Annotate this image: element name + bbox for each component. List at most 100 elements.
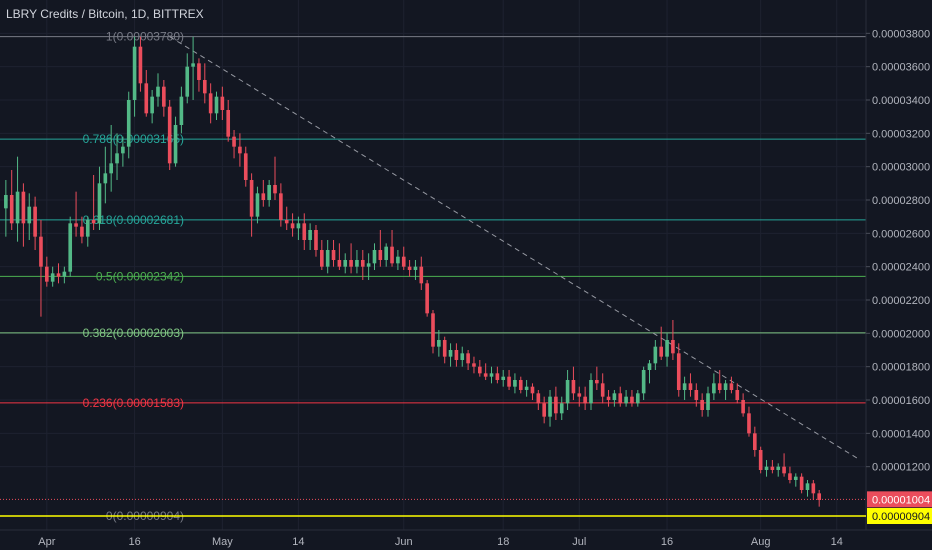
candle-up (68, 223, 73, 272)
candle-up (372, 250, 377, 264)
price-tick-label: 0.00003200 (872, 128, 930, 140)
candle-down (320, 250, 324, 267)
candle-down (442, 340, 447, 357)
candle-down (518, 380, 523, 390)
candle-down (249, 180, 254, 217)
candle-up (647, 363, 652, 370)
price-tick-label: 0.00001800 (872, 362, 930, 374)
candle-down (758, 450, 763, 470)
candle-up (501, 376, 506, 380)
candle-up (296, 223, 301, 229)
candle-down (162, 86, 166, 107)
candle-down (676, 353, 681, 390)
price-tags: 0.00001004 0.00000904 (0, 491, 932, 524)
candle-up (109, 163, 113, 174)
time-tick-label: Jun (395, 536, 413, 548)
candle-down (21, 191, 26, 224)
candle-up (682, 383, 687, 390)
candle-up (132, 46, 137, 100)
candle-up (156, 86, 160, 97)
candle-up (62, 271, 67, 277)
price-tick-label: 0.00002200 (872, 295, 930, 307)
candle-up (325, 250, 330, 267)
candle-down (717, 383, 722, 390)
candle-down (302, 223, 307, 240)
time-axis-panel[interactable] (0, 530, 932, 550)
candle-up (665, 340, 669, 357)
candle-down (284, 220, 289, 224)
time-axis[interactable]: Apr 16 May 14 Jun 18 Jul 16 Aug 14 (38, 536, 843, 548)
price-axis-panel[interactable] (866, 0, 932, 530)
candle-down (167, 106, 172, 164)
candle-down (378, 250, 383, 260)
candle-down (232, 136, 236, 147)
fib-zero-price-tag-label: 0.00000904 (872, 511, 930, 523)
price-tick-label: 0.00003000 (872, 162, 930, 174)
candle-down (9, 195, 14, 224)
candle-down (799, 476, 804, 490)
candle-up (565, 380, 570, 404)
price-tick-label: 0.00001600 (872, 395, 930, 407)
price-axis[interactable]: 0.00003800 0.00003600 0.00003400 0.00003200… (866, 28, 930, 474)
candle-down (700, 400, 704, 410)
candle-down (407, 266, 412, 270)
candle-up (712, 383, 716, 394)
candle-down (91, 220, 96, 224)
candle-down (741, 400, 745, 414)
candle-down (530, 386, 535, 394)
candle-up (635, 393, 640, 404)
candle-up (396, 256, 400, 264)
fib-level-label: 0.618(0.00002681) (83, 213, 184, 227)
candle-down (483, 373, 488, 377)
candle-down (659, 346, 664, 357)
candle-up (366, 263, 371, 267)
price-tick-label: 0.00003400 (872, 95, 930, 107)
candle-down (466, 353, 470, 364)
candle-down (729, 383, 734, 390)
candle-up (723, 383, 728, 390)
candle-down (261, 193, 266, 200)
candle-up (413, 266, 418, 270)
candle-up (50, 273, 55, 282)
candle-down (243, 153, 248, 180)
candle-down (472, 363, 476, 367)
candle-down (542, 403, 546, 417)
candle-up (448, 350, 453, 357)
candle-up (15, 191, 20, 224)
candle-down (554, 396, 558, 414)
candle-down (33, 206, 37, 237)
candle-down (314, 230, 318, 250)
candle-up (27, 206, 32, 224)
candle-up (489, 373, 494, 377)
fib-level-label: 0.5(0.00002342) (96, 269, 184, 283)
candle-down (44, 266, 49, 282)
candle-down (74, 223, 78, 227)
time-tick-label: Jul (572, 536, 586, 548)
candle-down (80, 226, 84, 237)
candle-down (782, 466, 786, 474)
candle-up (589, 380, 593, 404)
time-tick-label: 16 (128, 536, 140, 548)
candle-down (583, 396, 587, 404)
candle-down (349, 260, 353, 267)
time-tick-label: Aug (751, 536, 771, 548)
candle-down (571, 380, 576, 394)
candle-up (308, 230, 312, 240)
candle-up (641, 370, 646, 394)
candle-down (144, 83, 149, 114)
candle-down (337, 260, 342, 267)
candle-down (431, 313, 435, 347)
candle-down (577, 393, 582, 397)
candles-group (4, 36, 822, 507)
candle-up (437, 340, 441, 347)
last-price-tag-label: 0.00001004 (872, 494, 930, 506)
candle-down (425, 283, 429, 314)
fibonacci-retracement[interactable]: 1(0.00003780) 0.786(0.00003165) 0.618(0.00… (0, 30, 866, 523)
candle-down (495, 373, 500, 380)
candle-down (735, 390, 740, 400)
time-tick-label: May (212, 536, 233, 548)
candle-up (355, 260, 359, 267)
candle-down (390, 246, 394, 264)
candle-down (817, 493, 822, 500)
